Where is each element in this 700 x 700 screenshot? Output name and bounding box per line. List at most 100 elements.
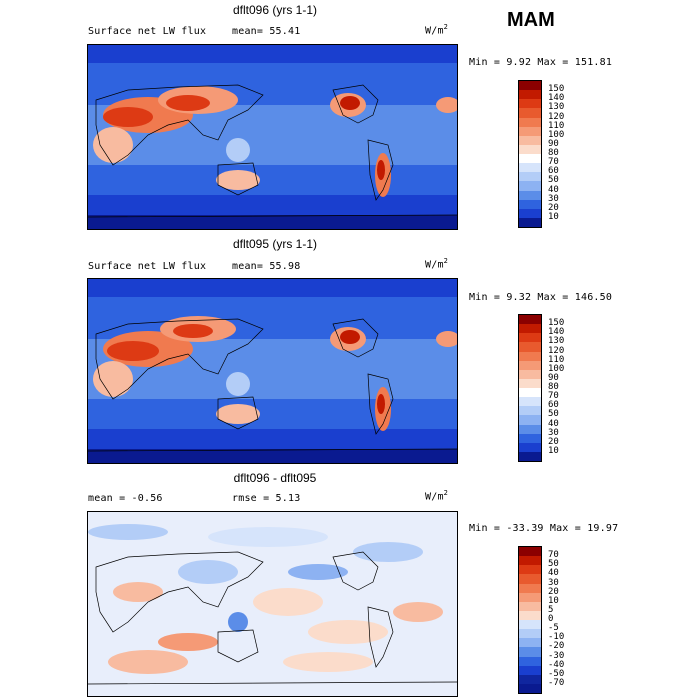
colorbar-swatch bbox=[519, 601, 541, 611]
panel-3-colorbar bbox=[518, 546, 542, 694]
colorbar-tick-label: 150 bbox=[548, 318, 565, 329]
colorbar-tick-label: 100 bbox=[548, 363, 565, 374]
colorbar-tick-label: 50 bbox=[548, 409, 559, 420]
colorbar-tick-label: 130 bbox=[548, 336, 565, 347]
colorbar-tick-label: 10 bbox=[548, 595, 559, 606]
colorbar-tick-label: 140 bbox=[548, 93, 565, 104]
panel-3-units: W/m2 bbox=[425, 489, 449, 503]
panel-1-units: W/m2 bbox=[425, 23, 449, 37]
colorbar-swatch bbox=[519, 424, 541, 434]
colorbar-swatch bbox=[519, 360, 541, 370]
panel-2-variable-label: Surface net LW flux bbox=[88, 261, 207, 272]
panel-1-minmax: Min = 9.92 Max = 151.81 bbox=[469, 57, 613, 68]
colorbar-swatch bbox=[519, 135, 541, 145]
colorbar-swatch bbox=[519, 574, 541, 584]
colorbar-swatch bbox=[519, 324, 541, 334]
colorbar-tick-label: 70 bbox=[548, 550, 559, 561]
colorbar-swatch bbox=[519, 163, 541, 173]
panel-1-title: dflt096 (yrs 1-1) bbox=[232, 3, 318, 17]
colorbar-swatch bbox=[519, 99, 541, 109]
colorbar-tick-label: -10 bbox=[548, 632, 565, 643]
panel-3-map bbox=[87, 511, 458, 697]
colorbar-tick-label: -50 bbox=[548, 668, 565, 679]
panel-2-mean-label: mean= 55.98 bbox=[232, 261, 301, 272]
colorbar-swatch bbox=[519, 126, 541, 136]
colorbar-tick-label: 70 bbox=[548, 391, 559, 402]
colorbar-tick-label: 40 bbox=[548, 418, 559, 429]
colorbar-swatch bbox=[519, 117, 541, 127]
colorbar-swatch bbox=[519, 592, 541, 602]
colorbar-tick-label: 120 bbox=[548, 111, 565, 122]
season-label: MAM bbox=[507, 9, 555, 31]
colorbar-tick-label: 50 bbox=[548, 175, 559, 186]
colorbar-tick-label: 80 bbox=[548, 148, 559, 158]
colorbar-tick-label: -70 bbox=[548, 677, 565, 688]
colorbar-swatch bbox=[519, 433, 541, 443]
colorbar-swatch bbox=[519, 556, 541, 566]
colorbar-swatch bbox=[519, 656, 541, 666]
colorbar-tick-label: 20 bbox=[548, 202, 559, 213]
panel-1-map-svg bbox=[88, 45, 457, 229]
colorbar-tick-label: 130 bbox=[548, 102, 565, 113]
colorbar-tick-label: 90 bbox=[548, 372, 559, 383]
colorbar-swatch bbox=[519, 342, 541, 352]
colorbar-swatch bbox=[519, 406, 541, 416]
colorbar-swatch bbox=[519, 674, 541, 684]
colorbar-swatch bbox=[519, 629, 541, 639]
panel-1-colorbar bbox=[518, 80, 542, 228]
colorbar-swatch bbox=[519, 583, 541, 593]
colorbar-swatch bbox=[519, 547, 541, 557]
colorbar-tick-label: 20 bbox=[548, 436, 559, 447]
colorbar-tick-label: 110 bbox=[548, 120, 565, 131]
colorbar-tick-label: 60 bbox=[548, 400, 559, 411]
colorbar-swatch bbox=[519, 315, 541, 325]
colorbar-tick-label: 60 bbox=[548, 166, 559, 177]
panel-2-map-svg bbox=[88, 279, 457, 463]
panel-2-title: dflt095 (yrs 1-1) bbox=[232, 237, 318, 251]
colorbar-tick-label: 10 bbox=[548, 445, 559, 456]
colorbar-tick-label: 140 bbox=[548, 327, 565, 338]
colorbar-tick-label: -30 bbox=[548, 650, 565, 661]
panel-2-colorbar-labels: 150 140 130 120 110 100 90 80 70 60 50 40 30 20 10 bbox=[500, 314, 565, 460]
panel-1-variable-label: Surface net LW flux bbox=[88, 26, 207, 37]
colorbar-tick-label: 10 bbox=[548, 211, 559, 222]
colorbar-tick-label: 30 bbox=[548, 193, 559, 204]
colorbar-swatch bbox=[519, 638, 541, 648]
panel-1-mean-label: mean= 55.41 bbox=[232, 26, 301, 37]
colorbar-tick-label: 70 bbox=[548, 157, 559, 168]
colorbar-tick-label: 90 bbox=[548, 138, 559, 149]
colorbar-swatch bbox=[519, 665, 541, 675]
colorbar-swatch bbox=[519, 90, 541, 100]
colorbar-tick-label: -20 bbox=[548, 641, 565, 652]
panel-3-rmse-label: rmse = 5.13 bbox=[232, 493, 301, 504]
colorbar-swatch bbox=[519, 610, 541, 620]
colorbar-swatch bbox=[519, 378, 541, 388]
colorbar-tick-label: 100 bbox=[548, 129, 565, 140]
colorbar-swatch bbox=[519, 683, 541, 693]
panel-2-units: W/m2 bbox=[425, 257, 449, 271]
colorbar-swatch bbox=[519, 369, 541, 379]
colorbar-swatch bbox=[519, 397, 541, 407]
colorbar-tick-label: 50 bbox=[548, 559, 559, 570]
panel-2-colorbar bbox=[518, 314, 542, 462]
colorbar-tick-label: 30 bbox=[548, 577, 559, 588]
colorbar-tick-label: 110 bbox=[548, 354, 565, 365]
colorbar-swatch bbox=[519, 415, 541, 425]
colorbar-tick-label: 40 bbox=[548, 184, 559, 195]
panel-3-colorbar-labels: 70 50 40 30 20 10 5 0 -5 -10 -20 -30 -40 -50 -70 bbox=[500, 546, 565, 692]
colorbar-tick-label: 150 bbox=[548, 84, 565, 95]
colorbar-tick-label: 30 bbox=[548, 427, 559, 438]
panel-3-minmax: Min = -33.39 Max = 19.97 bbox=[469, 523, 619, 534]
panel-3-mean-label: mean = -0.56 bbox=[88, 493, 163, 504]
panel-2-minmax: Min = 9.32 Max = 146.50 bbox=[469, 292, 613, 303]
colorbar-swatch bbox=[519, 451, 541, 461]
panel-1-map bbox=[87, 44, 458, 230]
colorbar-swatch bbox=[519, 190, 541, 200]
colorbar-tick-label: 120 bbox=[548, 345, 565, 356]
panel-3-map-svg bbox=[88, 512, 457, 696]
colorbar-tick-label: 20 bbox=[548, 586, 559, 597]
colorbar-swatch bbox=[519, 388, 541, 398]
colorbar-tick-label: -5 bbox=[548, 623, 559, 634]
colorbar-swatch bbox=[519, 647, 541, 657]
colorbar-swatch bbox=[519, 620, 541, 630]
